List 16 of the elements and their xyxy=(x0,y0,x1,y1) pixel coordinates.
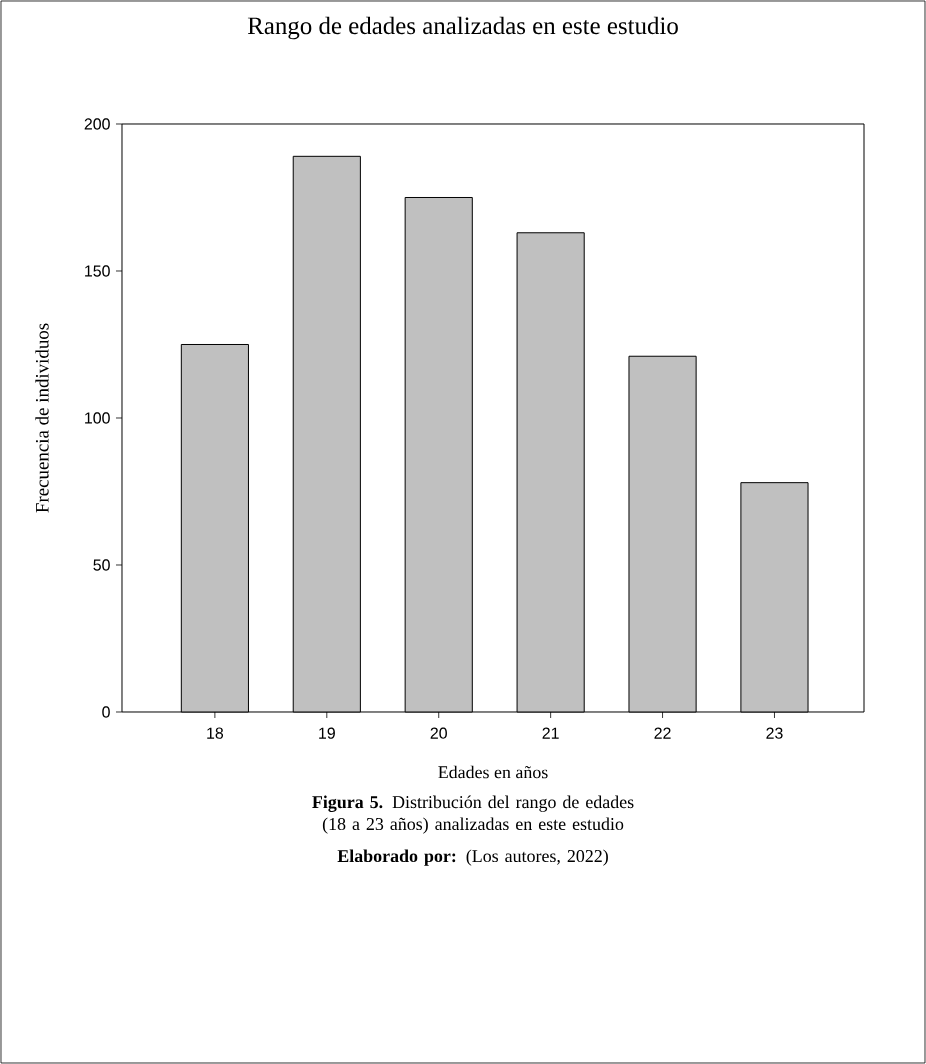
text: Elaborado por: (Los autores, 2022) xyxy=(337,849,608,866)
y-tick-label: 100 xyxy=(85,412,110,424)
x-tick-label: 18 xyxy=(207,727,224,739)
y-tick-label: 50 xyxy=(93,559,110,571)
x-tick-label: 20 xyxy=(430,727,447,739)
x-tick-label: 23 xyxy=(766,727,783,739)
chart-title: Rango de edades analizadas en este estudio xyxy=(247,16,678,40)
x-axis-title: Edades en años xyxy=(438,765,548,779)
x-tick-label: 19 xyxy=(319,727,335,739)
text: Figura 5. Distribución del rango de edades (18 a 23 años) analizadas en este estudio xyxy=(312,795,634,834)
y-tick-label: 200 xyxy=(84,118,110,130)
x-tick-label: 21 xyxy=(542,727,559,739)
y-tick-label: 0 xyxy=(102,706,110,718)
y-axis-title: Frecuencia de individuos xyxy=(35,323,49,513)
x-tick-label: 22 xyxy=(654,727,671,739)
y-tick-label: 150 xyxy=(85,265,110,277)
